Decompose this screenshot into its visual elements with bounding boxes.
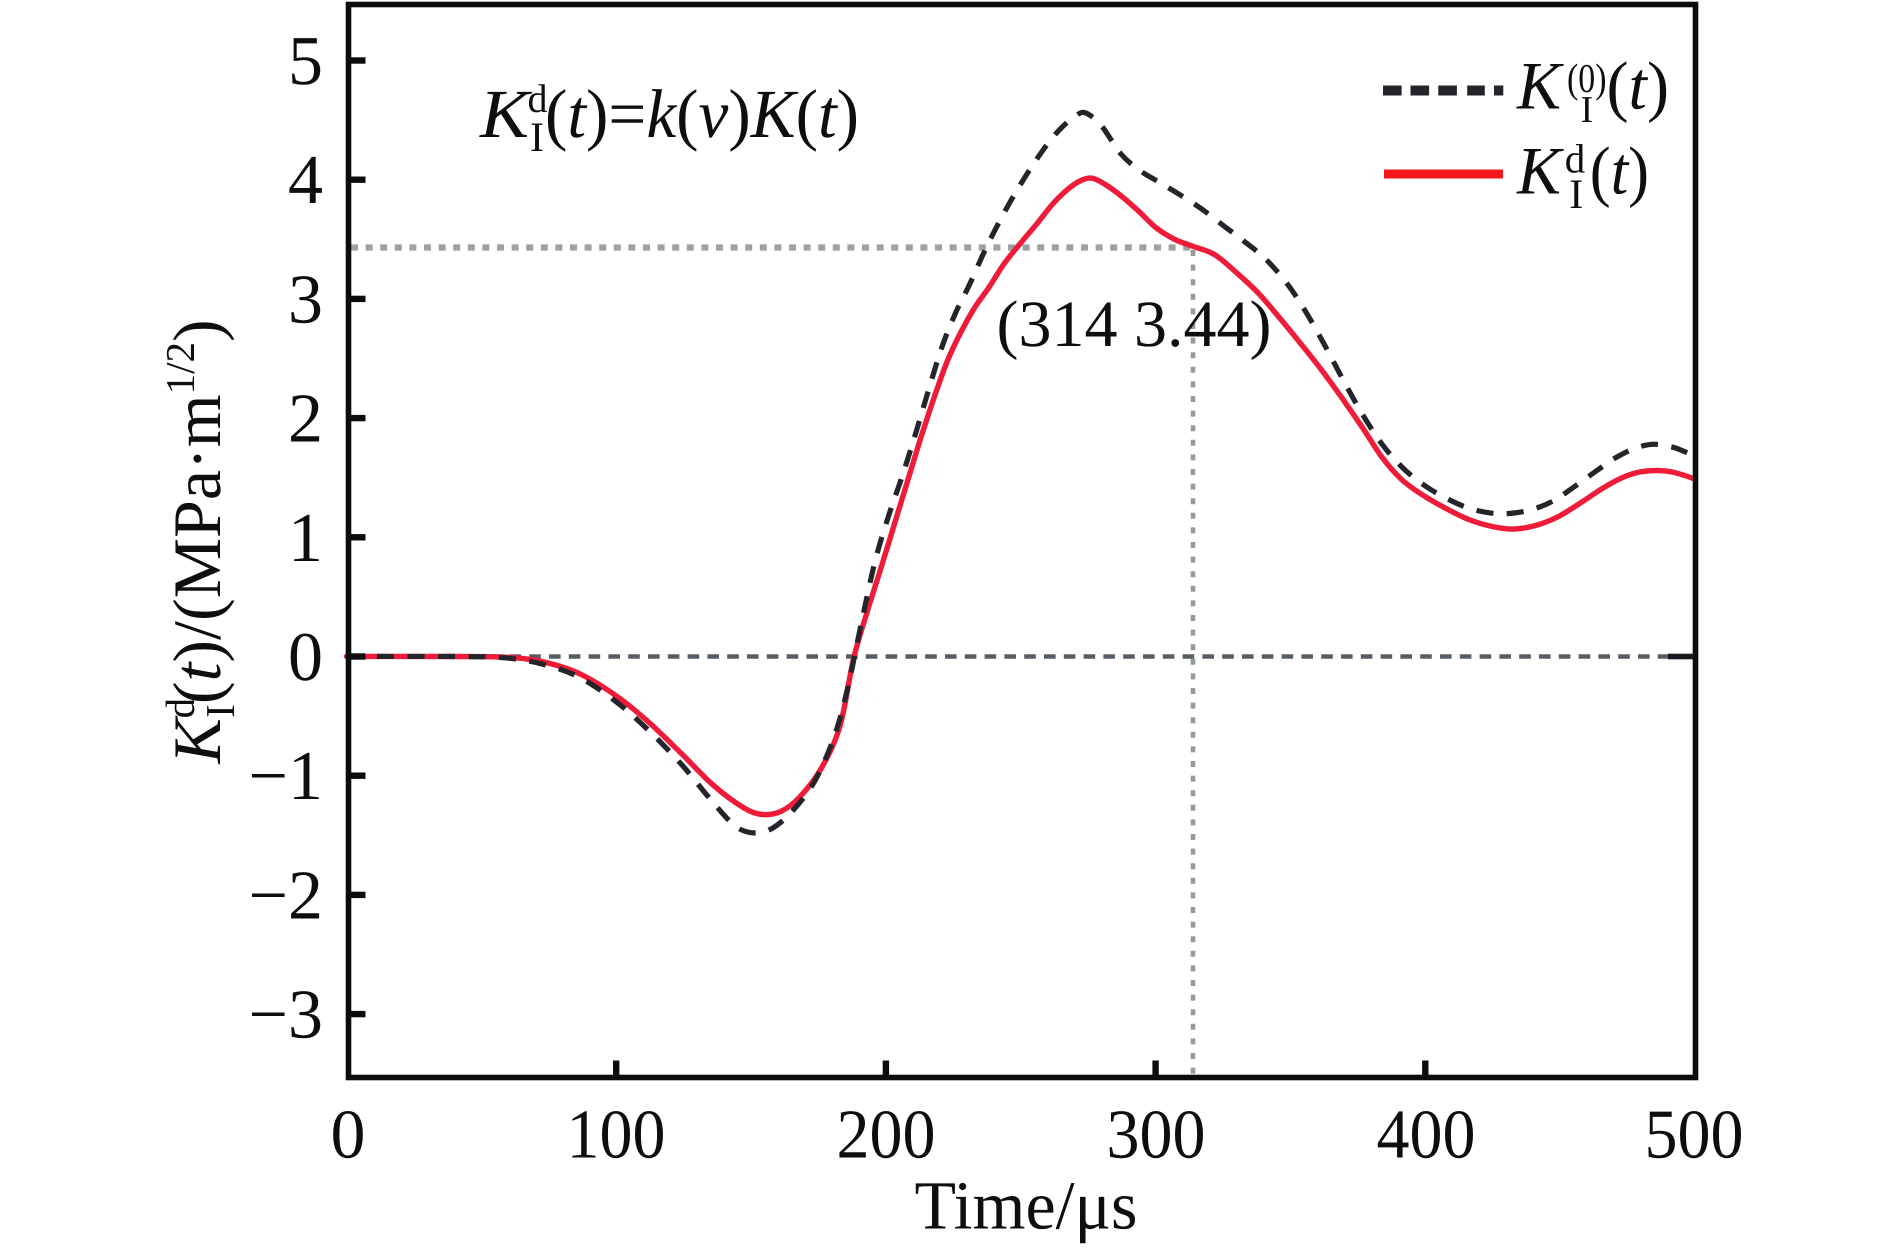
svg-text:K: K bbox=[479, 76, 532, 152]
svg-text:(t)=k(v)K(t): (t)=k(v)K(t) bbox=[545, 76, 859, 152]
svg-text:−3: −3 bbox=[249, 977, 323, 1054]
svg-text:Time/μs: Time/μs bbox=[915, 1168, 1138, 1244]
svg-text:−2: −2 bbox=[249, 857, 323, 934]
svg-text:400: 400 bbox=[1377, 1097, 1476, 1174]
svg-text:200: 200 bbox=[837, 1097, 936, 1174]
svg-text:4: 4 bbox=[288, 142, 323, 219]
svg-text:I: I bbox=[530, 115, 544, 161]
svg-text:100: 100 bbox=[567, 1097, 666, 1174]
svg-text:5: 5 bbox=[288, 23, 323, 100]
svg-text:0: 0 bbox=[331, 1097, 366, 1174]
svg-text:K: K bbox=[1516, 133, 1565, 209]
svg-text:(t): (t) bbox=[1607, 48, 1670, 124]
svg-text:d: d bbox=[1565, 135, 1586, 181]
svg-text:1: 1 bbox=[288, 500, 323, 577]
svg-text:−1: −1 bbox=[249, 738, 323, 815]
svg-text:3: 3 bbox=[288, 261, 323, 338]
svg-text:300: 300 bbox=[1107, 1097, 1206, 1174]
svg-text:2: 2 bbox=[288, 381, 323, 458]
svg-text:I: I bbox=[1581, 89, 1594, 131]
svg-text:500: 500 bbox=[1645, 1097, 1744, 1174]
svg-text:d: d bbox=[528, 76, 548, 121]
svg-text:(0): (0) bbox=[1567, 55, 1607, 101]
svg-text:(t): (t) bbox=[1590, 133, 1649, 209]
svg-text:0: 0 bbox=[288, 619, 323, 696]
svg-text:I: I bbox=[1569, 172, 1583, 218]
svg-text:K: K bbox=[1516, 48, 1565, 124]
svg-text:(314 3.44): (314 3.44) bbox=[997, 288, 1272, 361]
